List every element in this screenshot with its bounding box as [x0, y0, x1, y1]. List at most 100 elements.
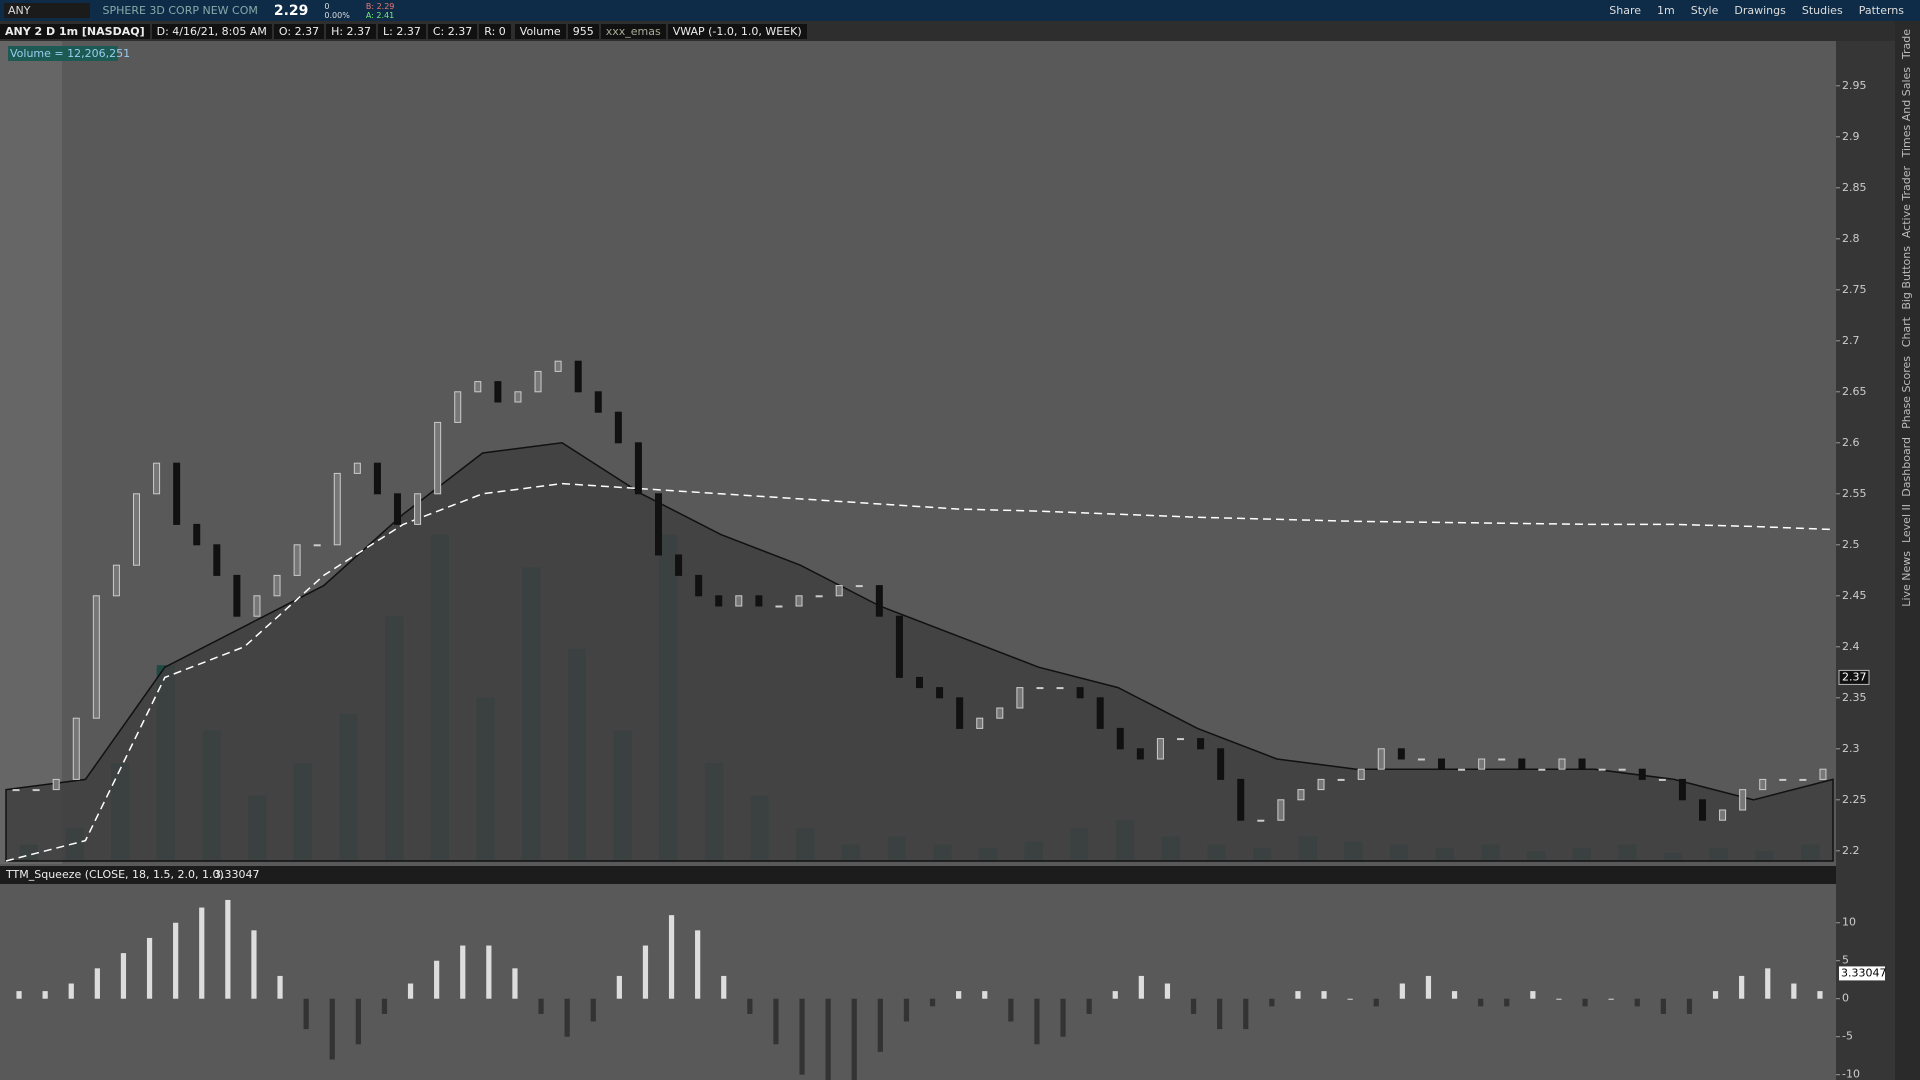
squeeze-bar [1034, 998, 1040, 1045]
study-value: 3.33047 [214, 868, 260, 881]
company: SPHERE 3D CORP NEW COM [102, 4, 258, 17]
squeeze-bar [642, 945, 649, 999]
side-tab[interactable]: Active Trader [1900, 165, 1913, 238]
candle [12, 789, 20, 792]
candle [494, 381, 502, 403]
ask: A: 2.41 [365, 10, 395, 20]
candle [193, 523, 201, 546]
candle [1177, 738, 1184, 741]
squeeze-bar [1399, 983, 1405, 999]
bid: B: 2.29 [365, 1, 395, 11]
candle [815, 595, 823, 598]
candle [1598, 768, 1606, 771]
candle [1779, 778, 1787, 781]
squeeze-bar [903, 998, 910, 1022]
squeeze-bar [1504, 998, 1510, 1007]
candle [614, 411, 622, 444]
side-tab[interactable]: Times And Sales [1900, 67, 1913, 158]
side-tab[interactable]: Trade [1900, 29, 1913, 60]
y-tick-label: 2.3 [1842, 742, 1860, 755]
candle [32, 789, 40, 792]
y-tick-label: 2.55 [1842, 487, 1867, 500]
squeeze-bar [825, 998, 831, 1080]
y-tick-label: -10 [1842, 1068, 1860, 1080]
candle [1116, 727, 1124, 750]
candle [875, 585, 883, 617]
candle [1297, 789, 1305, 801]
toolbar-button[interactable]: Studies [1801, 4, 1843, 17]
field: H: 2.37 [326, 23, 377, 39]
squeeze-bar [1791, 983, 1797, 999]
candle [1377, 748, 1385, 770]
squeeze-bar [773, 998, 779, 1045]
squeeze-bar [277, 975, 283, 999]
y-tick-label: 5 [1842, 954, 1849, 967]
squeeze-bar [225, 899, 231, 999]
candle [213, 544, 221, 576]
y-tick-label: 2.25 [1842, 793, 1867, 806]
squeeze-bar [982, 991, 988, 999]
squeeze-bar [1530, 991, 1536, 999]
candle [1237, 778, 1245, 821]
change-value: 0 [324, 1, 330, 11]
squeeze-bar [1060, 998, 1066, 1037]
y-tick-label: 2.75 [1842, 283, 1867, 296]
field: C: 2.37 [427, 23, 478, 39]
field: R: 0 [479, 23, 511, 39]
quote: B: 2.29 A: 2.41 [366, 2, 395, 20]
y-tick-label: 2.2 [1842, 844, 1860, 857]
squeeze-bar [695, 930, 701, 999]
side-tab[interactable]: Dashboard [1900, 436, 1913, 497]
squeeze-bar [564, 998, 570, 1037]
squeeze-bar [616, 975, 622, 999]
candle [574, 360, 582, 393]
candle [153, 462, 161, 495]
squeeze-bar [1347, 998, 1353, 1000]
squeeze-bar [747, 998, 753, 1014]
candle [293, 544, 301, 576]
candle [996, 707, 1004, 719]
squeeze-bar [1164, 983, 1171, 999]
candle [1197, 738, 1205, 750]
toolbar-button[interactable]: Share [1609, 4, 1642, 17]
toolbar-button[interactable]: Drawings [1734, 4, 1786, 17]
side-tab[interactable]: Live News [1900, 551, 1913, 607]
candle [353, 462, 361, 474]
squeeze-bar [407, 983, 414, 999]
candle [454, 391, 462, 423]
squeeze-bar [1712, 991, 1719, 999]
candle [1458, 768, 1466, 771]
toolbar-button[interactable]: Style [1690, 4, 1719, 17]
candle [1438, 758, 1445, 770]
price-axis [1836, 41, 1895, 1080]
squeeze-bar [486, 945, 492, 999]
current-value: 3.33047 [1841, 966, 1887, 979]
squeeze-bar [1008, 998, 1014, 1022]
study: VWAP (-1.0, 1.0, WEEK) [667, 23, 807, 39]
study-header [0, 866, 1836, 884]
side-tab[interactable]: Big Buttons [1900, 245, 1913, 310]
side-tab[interactable]: Phase Scores [1900, 355, 1913, 429]
squeeze-bar [381, 998, 388, 1014]
study: xxx_emas [600, 23, 666, 39]
squeeze-bar [799, 998, 805, 1075]
side-tab[interactable]: Level II [1900, 504, 1913, 544]
candle [1056, 687, 1064, 690]
squeeze-bar [1817, 991, 1823, 999]
candle [735, 595, 743, 607]
candle [634, 442, 642, 495]
toolbar-button[interactable]: Patterns [1858, 4, 1904, 17]
y-tick-label: 2.95 [1842, 79, 1867, 92]
side-tab[interactable]: Chart [1900, 317, 1913, 348]
symbol[interactable]: ANY [4, 3, 91, 18]
candle [1277, 799, 1285, 821]
candle [554, 360, 562, 372]
candle [1076, 687, 1084, 699]
squeeze-bar [956, 991, 962, 999]
candle [1699, 799, 1706, 821]
squeeze-bar [68, 983, 74, 999]
toolbar-button[interactable]: 1m [1657, 4, 1675, 17]
squeeze-bar [460, 945, 466, 999]
